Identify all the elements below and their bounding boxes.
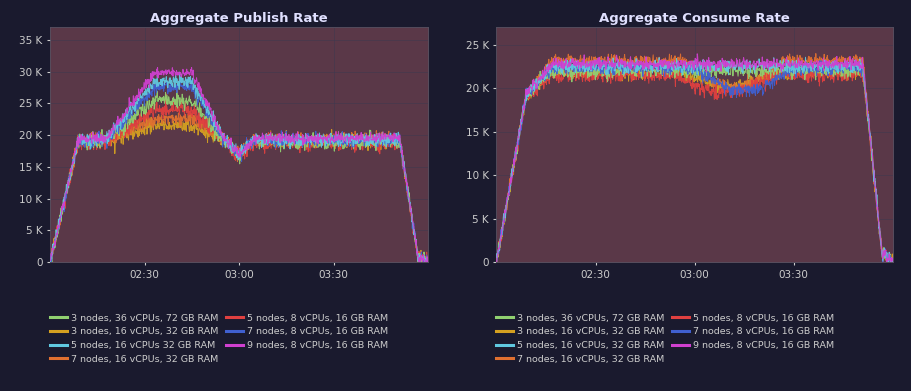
Legend: 3 nodes, 36 vCPUs, 72 GB RAM, 3 nodes, 16 vCPUs, 32 GB RAM, 5 nodes, 16 vCPUs, 3: 3 nodes, 36 vCPUs, 72 GB RAM, 3 nodes, 1… [496, 314, 834, 364]
Title: Aggregate Consume Rate: Aggregate Consume Rate [599, 12, 790, 25]
Title: Aggregate Publish Rate: Aggregate Publish Rate [150, 12, 328, 25]
Legend: 3 nodes, 36 vCPUs, 72 GB RAM, 3 nodes, 16 vCPUs, 32 GB RAM, 5 nodes, 16 vCPUs 32: 3 nodes, 36 vCPUs, 72 GB RAM, 3 nodes, 1… [50, 314, 388, 364]
